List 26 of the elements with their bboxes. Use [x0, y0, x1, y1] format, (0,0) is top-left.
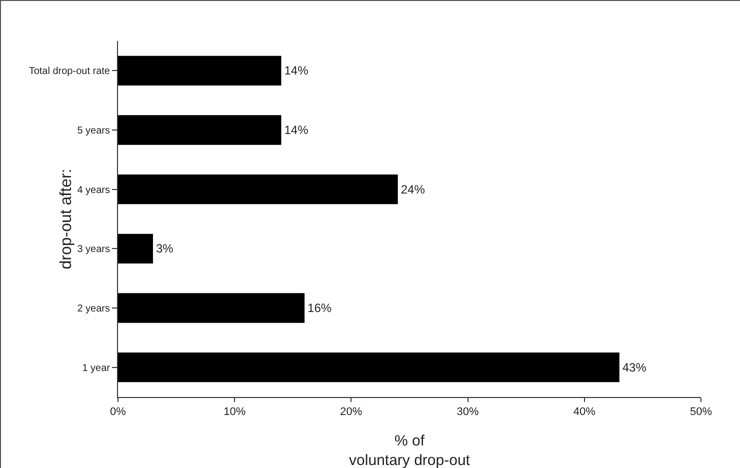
data-label: 14%: [284, 64, 309, 78]
bar: [118, 293, 305, 323]
y-tick-label: 5 years: [77, 126, 110, 136]
y-tick-label: 3 years: [77, 244, 110, 256]
x-tick-label: 50%: [690, 406, 712, 418]
x-tick-label: 30%: [456, 406, 480, 418]
bar: [118, 174, 398, 204]
x-tick-label: 0%: [110, 406, 126, 418]
y-axis-title: drop-out after:: [58, 168, 76, 270]
data-label: 24%: [400, 182, 426, 196]
x-axis-title: % of voluntary drop-out: [349, 432, 471, 468]
bar: [118, 56, 282, 86]
bar: [118, 234, 153, 264]
bar: [118, 115, 282, 145]
data-label: 14%: [284, 123, 309, 137]
data-label: 43%: [622, 360, 647, 374]
data-label: 16%: [308, 301, 332, 315]
y-tick-label: 2 years: [77, 304, 110, 314]
x-tick-label: 40%: [573, 406, 596, 418]
data-label: 3%: [156, 242, 174, 256]
x-tick-label: 10%: [224, 406, 246, 418]
y-tick-label: Total drop-out rate: [28, 66, 110, 78]
bar: [118, 352, 620, 382]
y-tick-label: 1 year: [82, 362, 111, 374]
y-tick-label: 4 years: [77, 184, 110, 196]
x-tick-label: 20%: [340, 406, 362, 418]
